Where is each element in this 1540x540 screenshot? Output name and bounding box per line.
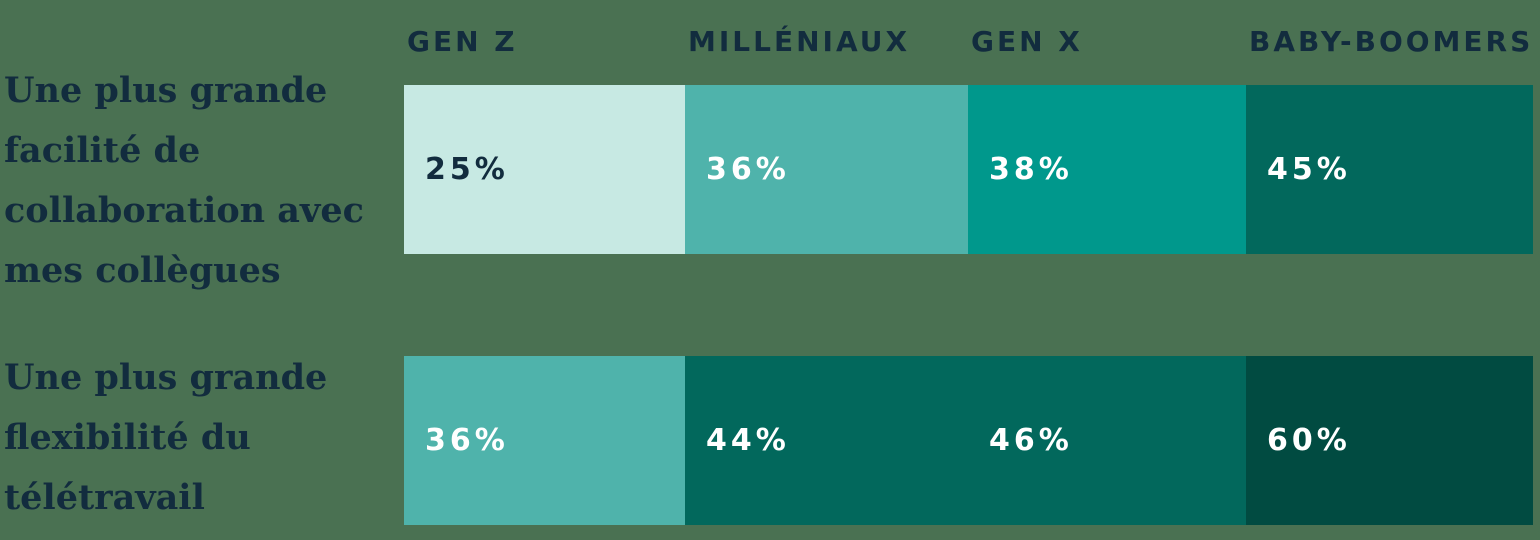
row-label-teletravail: Une plus grande flexibilité du télétrava… xyxy=(4,348,400,528)
bar-segment-genx-collaboration: 38% xyxy=(968,85,1246,254)
row-label-collaboration: Une plus grande facilité de collaboratio… xyxy=(4,61,400,301)
bar-segment-genz-collaboration: 25% xyxy=(404,85,685,254)
column-header-gen-z: GEN Z xyxy=(407,25,518,58)
value-label: 36% xyxy=(706,152,790,187)
row-label-line: télétravail xyxy=(4,477,205,518)
value-label: 60% xyxy=(1267,423,1351,458)
bar-row-teletravail: 36% 44% 46% 60% xyxy=(404,356,1533,525)
value-label: 44% xyxy=(706,423,790,458)
column-header-gen-x: GEN X xyxy=(971,25,1083,58)
bar-segment-babyboomers-teletravail: 60% xyxy=(1246,356,1533,525)
row-label-line: collaboration avec xyxy=(4,190,364,231)
bar-row-collaboration: 25% 36% 38% 45% xyxy=(404,85,1533,254)
value-label: 36% xyxy=(425,423,509,458)
bar-segment-babyboomers-collaboration: 45% xyxy=(1246,85,1533,254)
row-label-line: Une plus grande xyxy=(4,357,328,398)
bar-segment-milleniaux-collaboration: 36% xyxy=(685,85,968,254)
bar-segment-genx-teletravail: 46% xyxy=(968,356,1246,525)
bar-segment-genz-teletravail: 36% xyxy=(404,356,685,525)
value-label: 46% xyxy=(989,423,1073,458)
row-label-line: facilité de xyxy=(4,130,201,171)
row-label-line: Une plus grande xyxy=(4,70,328,111)
row-label-line: flexibilité du xyxy=(4,417,251,458)
column-header-milleniaux: MILLÉNIAUX xyxy=(688,25,911,58)
value-label: 38% xyxy=(989,152,1073,187)
value-label: 45% xyxy=(1267,152,1351,187)
value-label: 25% xyxy=(425,152,509,187)
bar-segment-milleniaux-teletravail: 44% xyxy=(685,356,968,525)
column-header-baby-boomers: BABY-BOOMERS xyxy=(1249,25,1534,58)
column-headers: GEN Z MILLÉNIAUX GEN X BABY-BOOMERS xyxy=(404,0,1533,85)
row-label-line: mes collègues xyxy=(4,250,281,291)
